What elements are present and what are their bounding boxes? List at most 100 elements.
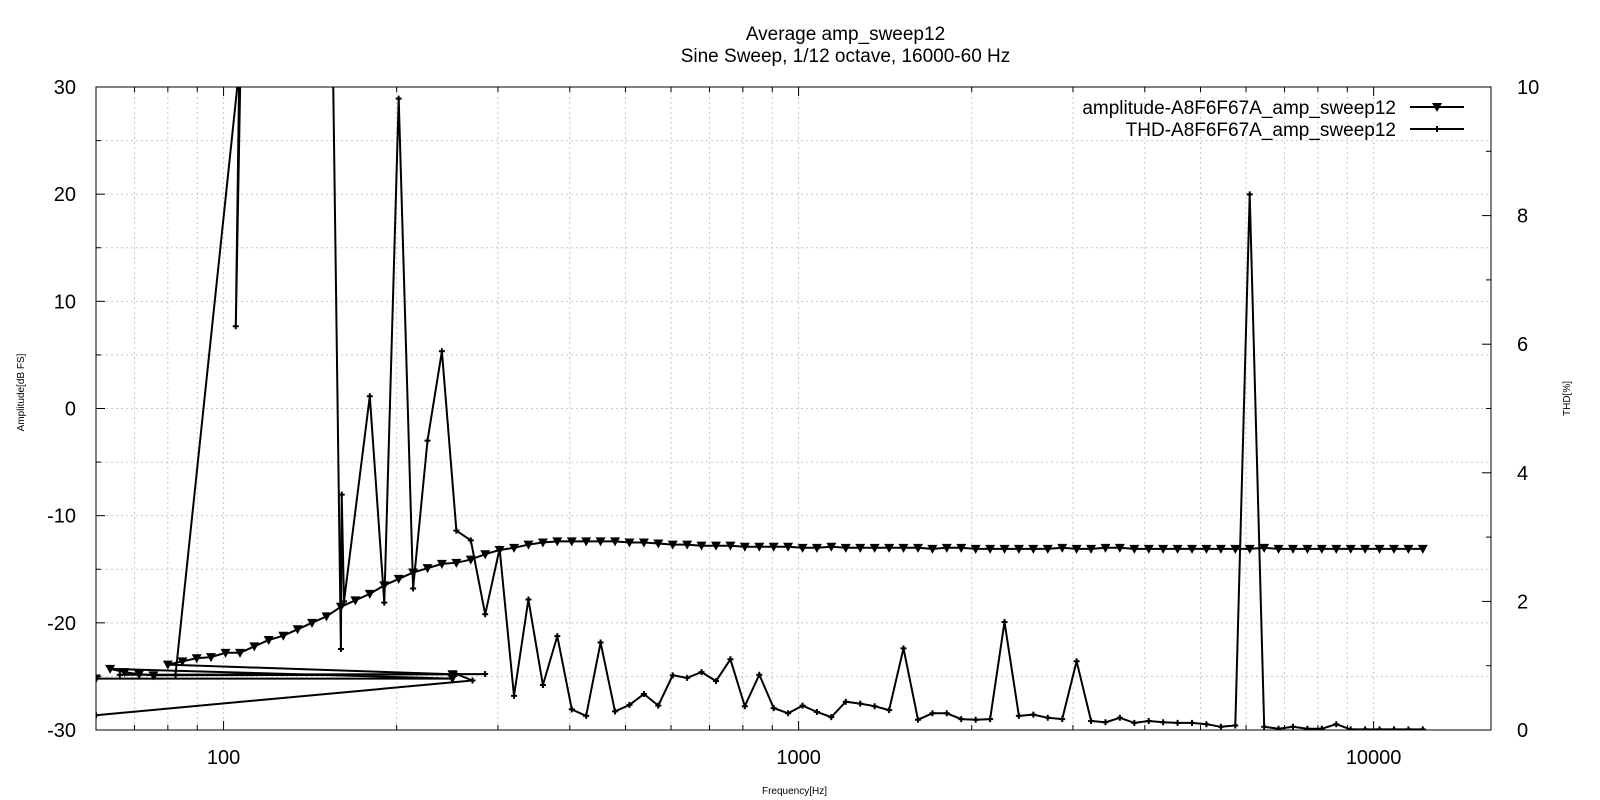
thd-point — [453, 527, 460, 534]
amplitude-point — [1158, 544, 1169, 554]
amplitude-point — [1403, 544, 1414, 554]
thd-point — [1015, 712, 1022, 719]
amplitude-point — [797, 543, 808, 553]
thd-point — [172, 671, 179, 678]
thd-point — [237, 65, 243, 71]
series-thd — [96, 65, 1426, 730]
thd-point — [1362, 726, 1369, 730]
thd-point — [337, 645, 344, 652]
series-layer — [96, 65, 1428, 730]
amplitude-point — [667, 540, 678, 550]
thd-point — [1131, 719, 1138, 726]
thd-point — [1174, 719, 1181, 726]
thd-point — [597, 639, 604, 646]
legend: amplitude-A8F6F67A_amp_sweep12THD-A8F6F6… — [1082, 98, 1464, 141]
thd-point — [612, 708, 619, 715]
y-tick-label: 20 — [54, 184, 76, 206]
y2-tick-label: 8 — [1517, 206, 1528, 228]
amplitude-point — [696, 541, 707, 551]
thd-point — [756, 671, 763, 678]
amplitude-point — [739, 542, 750, 552]
thd-point — [727, 656, 734, 663]
amplitude-point — [1187, 544, 1198, 554]
thd-point — [698, 669, 705, 676]
amplitude-point — [307, 618, 318, 628]
thd-point — [713, 678, 720, 685]
thd-point — [813, 708, 820, 715]
thd-point — [958, 716, 965, 723]
legend-label-thd: THD-A8F6F67A_amp_sweep12 — [1126, 120, 1396, 141]
thd-point — [1405, 726, 1412, 730]
thd-point — [410, 585, 417, 592]
thd-point — [799, 702, 806, 709]
thd-point — [554, 633, 561, 640]
amplitude-point — [292, 625, 303, 635]
amplitude-point — [1114, 543, 1125, 553]
amplitude-point — [1244, 544, 1255, 554]
amplitude-point — [581, 537, 592, 547]
amplitude-point — [1172, 544, 1183, 554]
thd-point — [1102, 719, 1109, 726]
amplitude-point — [1316, 544, 1327, 554]
axis-tick-labels: -30 -20 -10 0 10 20 30 0 2 4 6 8 10 100 1000 10000 — [47, 77, 1539, 769]
thd-point — [1030, 711, 1037, 718]
y2-tick-label: 4 — [1517, 463, 1528, 485]
y-tick-label: 10 — [54, 291, 76, 313]
thd-point — [453, 671, 460, 678]
thd-point — [539, 681, 546, 688]
amplitude-point — [1215, 544, 1226, 554]
thd-point — [684, 674, 691, 681]
thd-point — [1088, 717, 1095, 724]
y2-tick-label: 10 — [1517, 77, 1539, 99]
thd-point — [1390, 726, 1397, 730]
amplitude-point — [249, 642, 260, 652]
amplitude-point — [278, 631, 289, 641]
amplitude-point — [985, 544, 996, 554]
amplitude-point — [898, 543, 909, 553]
thd-point — [116, 671, 123, 678]
amplitude-point — [682, 540, 693, 550]
chart-title: Average amp_sweep12 — [746, 24, 945, 45]
thd-point — [1059, 716, 1066, 723]
amplitude-point — [177, 657, 188, 667]
amplitude-point — [523, 540, 534, 550]
amplitude-point — [711, 541, 722, 551]
thd-point — [1275, 725, 1282, 730]
amplitude-point — [768, 542, 779, 552]
y-tick-label: 0 — [65, 399, 76, 421]
thd-point — [330, 65, 336, 71]
amplitude-point — [1302, 544, 1313, 554]
amplitude-point — [638, 538, 649, 548]
series-amplitude — [96, 537, 1428, 684]
thd-point — [424, 437, 431, 444]
thd-point — [232, 323, 239, 330]
x-tick-label: 100 — [207, 747, 240, 769]
thd-point — [1304, 725, 1311, 730]
thd-point — [341, 598, 348, 605]
amplitude-point — [234, 648, 245, 658]
amplitude-point — [1201, 544, 1212, 554]
amplitude-point — [96, 674, 101, 684]
amplitude-point — [1086, 544, 1097, 554]
thd-point — [1001, 618, 1008, 625]
amplitude-point — [927, 544, 938, 554]
amplitude-point — [206, 653, 217, 663]
legend-marker-thd — [1434, 126, 1440, 132]
amplitude-point — [451, 558, 462, 568]
amplitude-point — [653, 539, 664, 549]
legend-marker-amplitude — [1432, 103, 1442, 112]
thd-point — [1145, 717, 1152, 724]
amplitude-point — [1331, 544, 1342, 554]
thd-point — [655, 702, 662, 709]
thd-point — [1376, 726, 1383, 730]
y2-tick-label: 0 — [1517, 720, 1528, 742]
amplitude-point — [1259, 543, 1270, 553]
amplitude-point — [1129, 544, 1140, 554]
amplitude-point — [970, 544, 981, 554]
amplitude-point — [941, 543, 952, 553]
y-tick-label: -30 — [47, 720, 76, 742]
amplitude-point — [1013, 544, 1024, 554]
thd-point — [482, 671, 489, 678]
amplitude-point — [263, 635, 274, 645]
thd-point — [1333, 721, 1340, 728]
